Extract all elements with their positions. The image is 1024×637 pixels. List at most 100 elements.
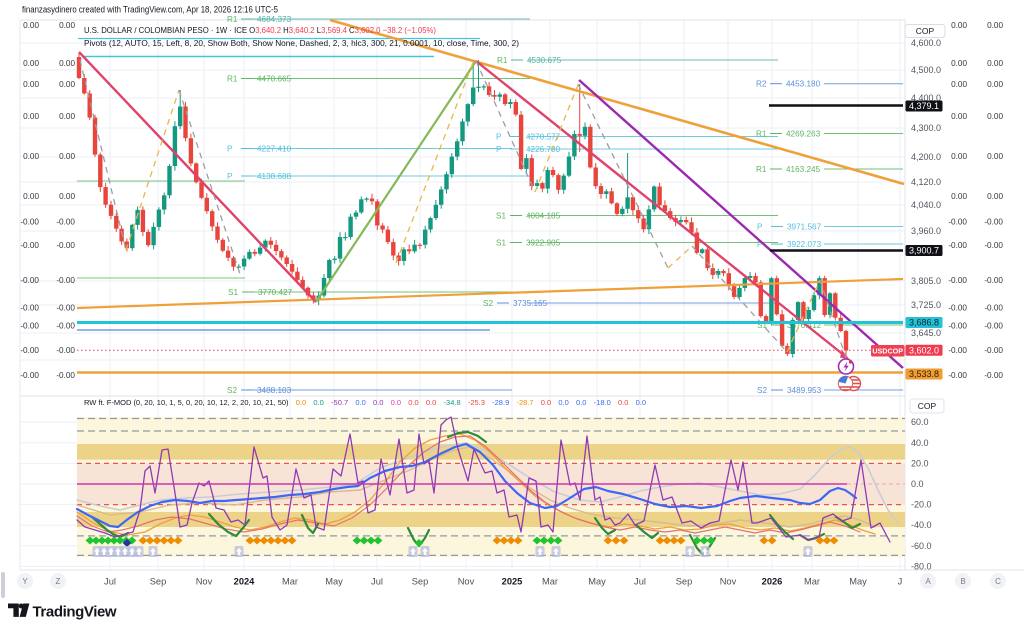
svg-text:Y: Y [22,577,28,586]
svg-text:S2: S2 [483,299,493,308]
svg-text:3,900.7: 3,900.7 [909,246,939,256]
svg-text:-0.00: -0.00 [948,371,967,380]
svg-text:0.0: 0.0 [911,479,924,489]
svg-text:A: A [925,577,931,586]
svg-text:0.00: 0.00 [987,192,1003,201]
svg-text:Nov: Nov [458,577,475,587]
svg-text:-40.0: -40.0 [911,520,932,530]
svg-text:-0.00: -0.00 [20,371,39,380]
svg-text:S1: S1 [496,212,506,221]
svg-text:B: B [960,577,965,586]
svg-text:-0.00: -0.00 [984,304,1003,313]
svg-text:3971.567: 3971.567 [787,223,822,232]
svg-text:-0.00: -0.00 [984,346,1003,355]
svg-text:-0.00: -0.00 [20,241,39,250]
svg-text:0.00: 0.00 [987,152,1003,161]
svg-text:4269.263: 4269.263 [786,130,821,139]
svg-text:-0.00: -0.00 [56,304,75,313]
svg-text:20.0: 20.0 [911,458,929,468]
svg-text:3489.953: 3489.953 [787,386,822,395]
svg-text:4,379.1: 4,379.1 [909,101,939,111]
svg-text:C: C [995,577,1001,586]
svg-text:-0.00: -0.00 [984,218,1003,227]
svg-text:R1: R1 [756,165,767,174]
svg-text:P: P [496,145,502,154]
svg-text:R1: R1 [227,15,238,24]
svg-text:P: P [757,223,763,232]
svg-text:Sep: Sep [676,577,693,587]
svg-text:4,400.0: 4,400.0 [911,93,941,103]
svg-text:-0.00: -0.00 [984,371,1003,380]
svg-text:P: P [496,133,502,142]
svg-text:0.00: 0.00 [23,21,39,30]
svg-text:S1: S1 [228,288,238,297]
svg-text:Pivots (12, AUTO, 15, Left, 8,: Pivots (12, AUTO, 15, Left, 8, 20, Show … [84,38,519,48]
svg-text:COP: COP [916,26,935,36]
svg-text:3,960.0: 3,960.0 [911,226,941,236]
svg-text:40.0: 40.0 [911,438,929,448]
svg-text:0.00: 0.00 [951,192,967,201]
svg-text:COP: COP [918,401,937,411]
svg-text:S1: S1 [496,239,506,248]
svg-text:R2: R2 [756,80,767,89]
svg-text:4,600.0: 4,600.0 [911,38,941,48]
svg-text:finanzasydinero created with T: finanzasydinero created with TradingView… [22,5,278,15]
svg-text:0.00: 0.00 [23,112,39,121]
svg-text:4,300.0: 4,300.0 [911,123,941,133]
svg-text:-0.00: -0.00 [20,304,39,313]
svg-text:0.00: 0.00 [59,192,75,201]
svg-text:3,533.8: 3,533.8 [909,369,939,379]
svg-text:-0.00: -0.00 [948,276,967,285]
svg-text:-80.0: -80.0 [911,561,932,571]
svg-text:Jul: Jul [634,577,646,587]
svg-text:3,805.0: 3,805.0 [911,276,941,286]
svg-text:0.00: 0.00 [951,59,967,68]
svg-text:-0.00: -0.00 [56,371,75,380]
svg-text:0.00: 0.00 [59,152,75,161]
svg-text:3,602.0: 3,602.0 [909,345,939,355]
svg-text:R1: R1 [497,56,508,65]
svg-text:S2: S2 [757,386,767,395]
svg-text:3,686.8: 3,686.8 [909,318,939,328]
svg-text:Jul: Jul [104,577,116,587]
svg-text:TradingView: TradingView [33,604,117,621]
svg-text:U.S. DOLLAR / COLOMBIAN PESO ·: U.S. DOLLAR / COLOMBIAN PESO · 1W · ICE … [84,25,436,35]
svg-text:S2: S2 [227,386,237,395]
svg-text:0.00: 0.00 [59,80,75,89]
svg-text:4453.180: 4453.180 [786,80,821,89]
svg-text:-0.00: -0.00 [948,218,967,227]
svg-text:USDCOP: USDCOP [872,347,903,356]
svg-text:-0.00: -0.00 [984,322,1003,331]
svg-text:0.00: 0.00 [951,112,967,121]
svg-text:-0.00: -0.00 [20,322,39,331]
svg-text:-0.00: -0.00 [984,241,1003,250]
svg-text:-0.00: -0.00 [948,322,967,331]
svg-text:3922.073: 3922.073 [787,240,822,249]
svg-text:0.00: 0.00 [59,21,75,30]
svg-text:0.00: 0.00 [23,80,39,89]
svg-text:RW ft. F-MOD (0, 20, 10, 1, 5,: RW ft. F-MOD (0, 20, 10, 1, 5, 0, 20, 10… [84,398,646,407]
svg-text:-60.0: -60.0 [911,541,932,551]
svg-text:P: P [227,145,233,154]
svg-text:4,200.0: 4,200.0 [911,152,941,162]
svg-text:0.00: 0.00 [951,21,967,30]
svg-text:-0.00: -0.00 [948,346,967,355]
svg-text:0.00: 0.00 [951,80,967,89]
svg-text:4,040.0: 4,040.0 [911,200,941,210]
svg-text:-0.00: -0.00 [56,276,75,285]
svg-text:-0.00: -0.00 [20,346,39,355]
svg-text:0.00: 0.00 [23,192,39,201]
svg-text:P: P [227,172,233,181]
svg-text:J: J [898,577,903,587]
svg-text:-0.00: -0.00 [56,218,75,227]
svg-text:Jul: Jul [371,577,383,587]
svg-text:R1: R1 [756,130,767,139]
svg-text:Nov: Nov [720,577,737,587]
svg-text:-0.00: -0.00 [56,322,75,331]
svg-text:-0.00: -0.00 [20,276,39,285]
svg-text:0.00: 0.00 [59,59,75,68]
svg-text:S1: S1 [757,321,767,330]
svg-text:R1: R1 [227,75,238,84]
svg-text:0.00: 0.00 [59,112,75,121]
svg-text:0.00: 0.00 [987,59,1003,68]
